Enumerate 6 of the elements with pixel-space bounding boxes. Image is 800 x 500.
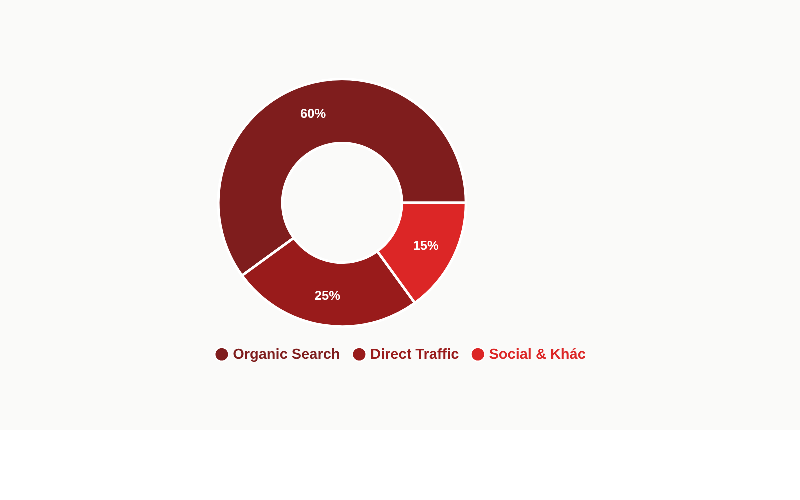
data-label: 15%	[413, 238, 440, 253]
legend-label: Organic Search	[233, 346, 340, 363]
data-label: 25%	[314, 288, 342, 304]
data-label: 60%	[300, 106, 327, 121]
legend-label: Direct Traffic	[370, 346, 460, 363]
legend-label: Social & Khác	[489, 346, 586, 363]
